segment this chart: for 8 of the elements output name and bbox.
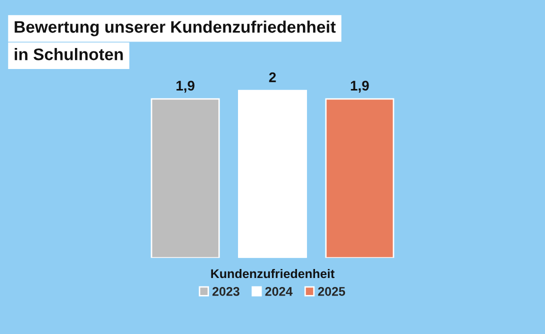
legend-label: 2025 (318, 286, 346, 296)
data-label: 1,9 (176, 80, 194, 93)
legend-label: 2024 (265, 286, 293, 296)
data-label: 1,9 (350, 80, 369, 93)
data-label: 2 (269, 72, 276, 82)
chart-title: Bewertung unserer Kundenzufriedenheit in Schulnoten (14, 20, 336, 60)
x-axis-title: Kundenzufriedenheit (211, 268, 335, 278)
legend-label: 2023 (212, 286, 240, 296)
